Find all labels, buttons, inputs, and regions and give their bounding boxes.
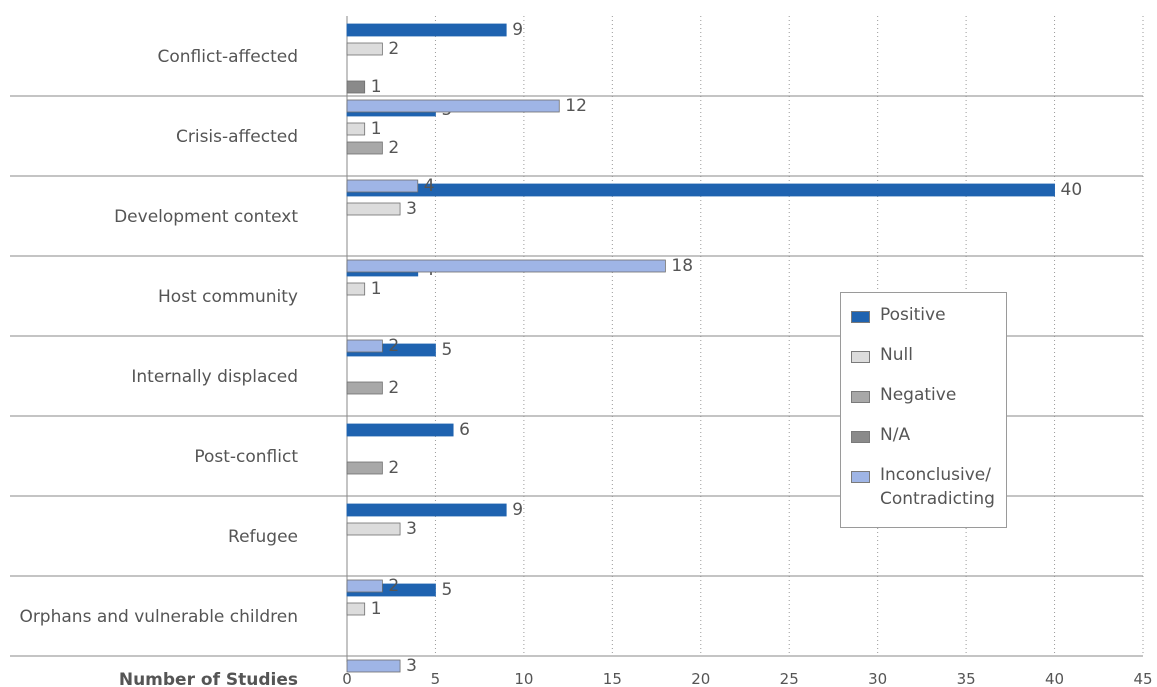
bar xyxy=(346,503,507,517)
bar-value-label: 5 xyxy=(441,340,452,360)
bar xyxy=(346,423,454,437)
bar xyxy=(346,99,560,113)
x-axis-title: Number of Studies xyxy=(119,670,298,687)
bar-value-label: 6 xyxy=(459,420,470,440)
legend-swatch-inconclusive xyxy=(851,471,870,483)
bar-value-label: 40 xyxy=(1061,180,1083,200)
bar xyxy=(346,339,383,353)
bar xyxy=(346,80,366,94)
category-label: Conflict-affected xyxy=(158,47,298,67)
category-label: Orphans and vulnerable children xyxy=(19,607,298,627)
bar xyxy=(346,179,419,193)
bar-value-label: 3 xyxy=(406,519,417,539)
bar xyxy=(346,579,383,593)
x-tick-label: 25 xyxy=(780,670,799,687)
x-tick-label: 5 xyxy=(431,670,441,687)
category-label: Development context xyxy=(114,207,298,227)
bar-value-label: 3 xyxy=(406,199,417,219)
category-label: Post-conflict xyxy=(194,447,298,467)
x-tick-label: 30 xyxy=(868,670,887,687)
bar-value-label: 9 xyxy=(512,500,523,520)
legend-swatch-positive xyxy=(851,311,870,323)
bar-value-label: 18 xyxy=(671,256,693,276)
legend-swatch-na xyxy=(851,431,870,443)
legend-label-null: Null xyxy=(880,345,913,365)
x-tick-label: 45 xyxy=(1133,670,1152,687)
chart-legend: Positive Null Negative N/A Inconclusive/… xyxy=(840,292,1007,528)
legend-item-na: N/A xyxy=(851,425,910,447)
x-tick-label: 40 xyxy=(1045,670,1064,687)
bar xyxy=(346,259,666,273)
x-tick-label: 35 xyxy=(957,670,976,687)
bar xyxy=(346,23,507,37)
bar-value-label: 12 xyxy=(565,96,587,116)
bar-value-label: 1 xyxy=(371,599,382,619)
bar-value-label: 2 xyxy=(388,378,399,398)
bar xyxy=(346,602,366,616)
bar-value-label: 2 xyxy=(388,458,399,478)
legend-label-positive: Positive xyxy=(880,305,946,325)
legend-label-inconclusive: Inconclusive/ Contradicting xyxy=(880,465,995,509)
bar-value-label: 9 xyxy=(512,20,523,40)
category-label: Crisis-affected xyxy=(176,127,298,147)
bar-value-label: 2 xyxy=(388,576,399,596)
bar xyxy=(346,522,401,536)
x-tick-label: 0 xyxy=(342,670,352,687)
legend-item-inconclusive: Inconclusive/ Contradicting xyxy=(851,465,995,511)
bar-value-label: 5 xyxy=(441,580,452,600)
bar-value-label: 1 xyxy=(371,119,382,139)
bar-value-label: 2 xyxy=(388,138,399,158)
category-label: Refugee xyxy=(228,527,298,547)
bar-value-label: 3 xyxy=(406,656,417,676)
legend-label-na: N/A xyxy=(880,425,911,445)
bar xyxy=(346,381,383,395)
bar xyxy=(346,659,401,673)
bar-value-label: 4 xyxy=(424,176,435,196)
bar xyxy=(346,202,401,216)
bar-value-label: 2 xyxy=(388,336,399,356)
bar-value-label: 1 xyxy=(371,279,382,299)
bar xyxy=(346,183,1055,197)
bar xyxy=(346,122,366,136)
legend-swatch-null xyxy=(851,351,870,363)
category-label: Host community xyxy=(158,287,298,307)
x-tick-label: 10 xyxy=(514,670,533,687)
bar xyxy=(346,461,383,475)
x-tick-label: 15 xyxy=(603,670,622,687)
bar xyxy=(346,282,366,296)
category-label: Internally displaced xyxy=(131,367,298,387)
bar-value-label: 2 xyxy=(388,39,399,59)
legend-item-positive: Positive xyxy=(851,305,946,327)
legend-item-negative: Negative xyxy=(851,385,956,407)
legend-swatch-negative xyxy=(851,391,870,403)
legend-label-negative: Negative xyxy=(880,385,957,405)
bar xyxy=(346,42,383,56)
bar-value-label: 1 xyxy=(371,77,382,97)
bar xyxy=(346,141,383,155)
x-tick-label: 20 xyxy=(691,670,710,687)
legend-item-null: Null xyxy=(851,345,913,367)
